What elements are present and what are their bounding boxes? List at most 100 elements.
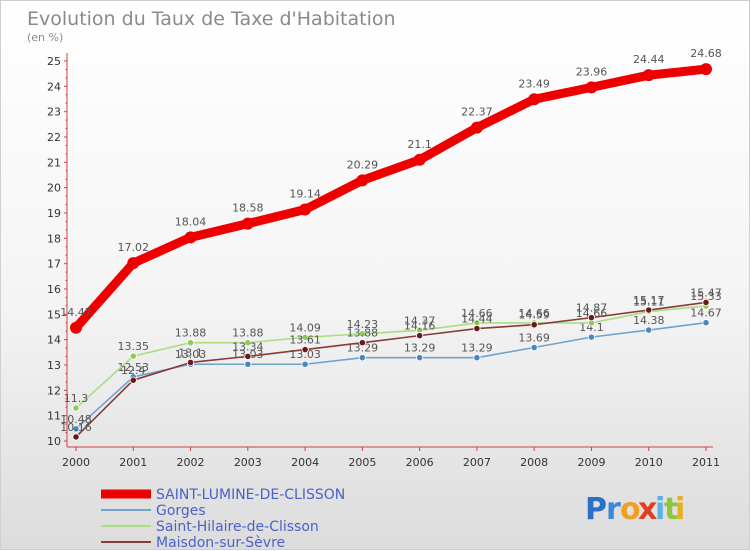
data-point [70, 321, 82, 334]
data-label: 14.23 [347, 318, 379, 331]
data-label: 12.4 [121, 364, 146, 377]
data-point [470, 121, 483, 134]
legend-label: Saint-Hilaire-de-Clisson [156, 519, 319, 535]
series-line [75, 301, 707, 438]
y-tick-label: 17 [47, 258, 61, 271]
y-tick-label: 15 [47, 308, 61, 321]
data-point [416, 354, 424, 362]
x-tick-label: 2000 [62, 456, 90, 469]
y-tick-label: 24 [47, 80, 61, 93]
y-tick-label: 16 [47, 283, 61, 296]
data-label: 13.35 [118, 340, 150, 353]
x-tick-label: 2007 [463, 456, 491, 469]
series-0: 14.47 17.02 18.04 18.58 19.14 20.29 21.1 22.37 2… [60, 47, 722, 334]
data-label: 13.88 [175, 327, 207, 340]
data-point [358, 330, 366, 338]
legend-label: SAINT-LUMINE-DE-CLISSON [156, 487, 345, 503]
data-point [186, 358, 195, 367]
data-label: 14.38 [633, 314, 665, 327]
y-tick-label: 22 [47, 131, 61, 144]
data-point [358, 339, 366, 347]
logo-letter: x [638, 492, 657, 527]
data-label: 14.66 [518, 307, 550, 320]
data-point [473, 324, 481, 333]
data-label: 14.66 [461, 307, 493, 320]
legend-label: Maisdon-sur-Sèvre [156, 535, 285, 551]
data-label: 13.88 [347, 327, 379, 340]
x-tick-label: 2005 [348, 456, 376, 469]
data-label: 11.3 [64, 392, 89, 405]
data-label: 14.87 [576, 302, 608, 315]
data-label: 14.09 [289, 321, 321, 334]
data-label: 14.67 [690, 307, 722, 320]
data-point [700, 63, 712, 76]
legend: SAINT-LUMINE-DE-CLISSONGorgesSaint-Hilai… [101, 487, 345, 551]
x-tick-label: 2009 [577, 456, 605, 469]
data-label: 14.59 [518, 309, 550, 322]
y-tick-label: 25 [47, 55, 61, 68]
data-point [301, 360, 309, 368]
data-point [186, 339, 195, 347]
logo-letter: t [664, 492, 678, 527]
data-label: 14.47 [60, 306, 92, 319]
data-label: 23.49 [518, 77, 550, 90]
data-label: 14.1 [579, 321, 604, 334]
data-label: 13.03 [289, 348, 321, 361]
data-point [301, 345, 309, 354]
x-tick-label: 2006 [406, 456, 434, 469]
data-label: 23.96 [576, 65, 608, 78]
data-label: 24.68 [690, 47, 722, 60]
data-point [702, 319, 710, 327]
data-point [645, 326, 653, 334]
plot-area: 10.4812.5313.0313.0313.0313.2913.2913.29… [60, 47, 722, 441]
data-label: 20.29 [347, 158, 379, 171]
series-line [71, 64, 711, 333]
data-point [301, 333, 309, 341]
y-tick-label: 11 [47, 410, 61, 423]
logo-letter: i [675, 492, 685, 527]
y-tick-label: 21 [47, 156, 61, 169]
data-point [127, 257, 140, 270]
data-label: 13.29 [404, 342, 436, 355]
data-label: 19.14 [289, 187, 321, 200]
data-label: 17.02 [118, 241, 150, 254]
data-point [585, 81, 598, 94]
data-point [129, 352, 137, 360]
y-tick-label: 18 [47, 232, 61, 245]
data-label: 15.47 [690, 286, 722, 299]
data-point [72, 433, 80, 441]
data-point [72, 425, 80, 433]
data-label: 10.16 [60, 421, 92, 434]
data-point [587, 314, 596, 322]
data-point [530, 321, 538, 329]
x-tick-label: 2010 [635, 456, 663, 469]
data-label: 13.34 [232, 340, 264, 353]
series-line [75, 321, 707, 430]
data-label: 15.17 [633, 294, 665, 307]
logo-letter: o [620, 492, 641, 527]
data-point [416, 332, 424, 340]
data-point [587, 333, 596, 341]
data-label: 14.44 [461, 313, 493, 326]
x-tick-label: 2011 [692, 456, 720, 469]
logo-letter: i [655, 492, 665, 527]
data-point [528, 93, 541, 106]
series-1: 10.4812.5313.0313.0313.0313.2913.2913.29… [60, 307, 722, 433]
x-tick-label: 2008 [520, 456, 548, 469]
data-point [184, 231, 197, 244]
data-label: 14.16 [404, 320, 436, 333]
y-tick-label: 13 [47, 359, 61, 372]
series-line [75, 305, 707, 409]
x-tick-label: 2004 [291, 456, 319, 469]
data-label: 14.37 [404, 314, 436, 327]
data-point [244, 352, 252, 360]
data-point [241, 217, 254, 230]
data-point [244, 339, 252, 347]
data-point [642, 69, 655, 82]
data-label: 13.61 [289, 334, 321, 347]
chart-subtitle: (en %) [27, 31, 63, 44]
x-tick-label: 2002 [177, 456, 205, 469]
